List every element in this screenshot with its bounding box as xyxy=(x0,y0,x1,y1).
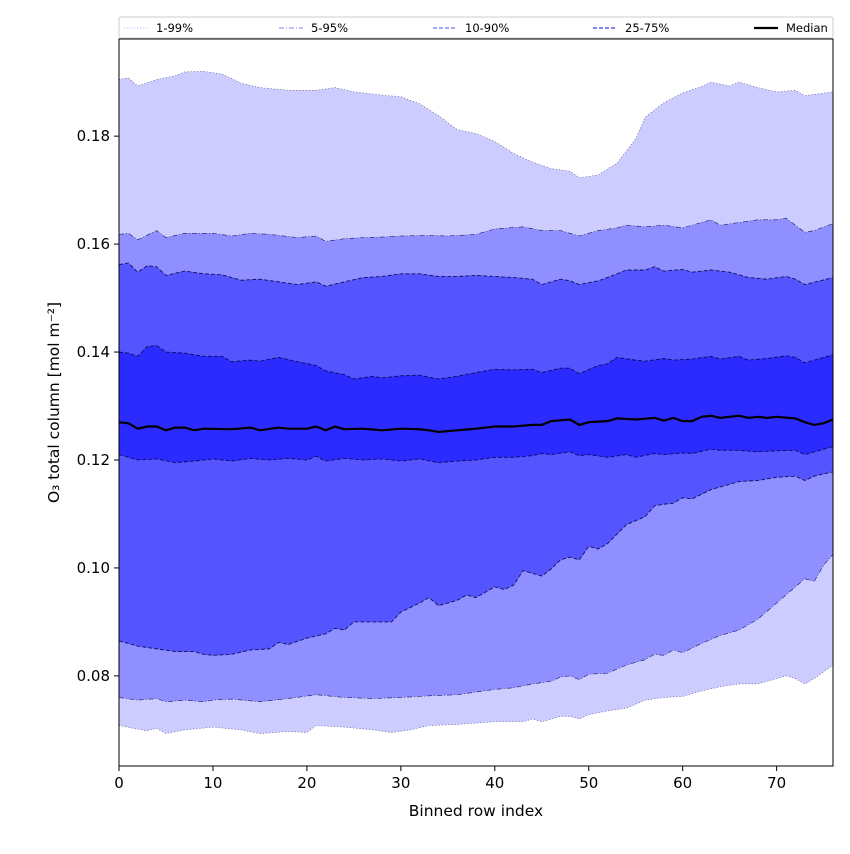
x-tick-label: 0 xyxy=(114,774,124,792)
y-tick-label: 0.12 xyxy=(77,451,110,469)
band-upper-edge xyxy=(118,262,834,287)
x-tick-label: 40 xyxy=(485,774,504,792)
y-tick-label: 0.10 xyxy=(77,559,110,577)
legend-label: 10-90% xyxy=(465,21,509,35)
plot-frame xyxy=(118,38,834,767)
legend-label: 25-75% xyxy=(625,21,669,35)
y-tick-label: 0.16 xyxy=(77,235,110,253)
legend: 1-99% 5-95% 10-90% 25-75% Median xyxy=(118,16,834,39)
band-upper-edge xyxy=(118,345,834,380)
x-axis: 0 10 20 30 40 50 60 70 xyxy=(114,766,786,792)
x-tick-label: 60 xyxy=(673,774,692,792)
legend-label: 1-99% xyxy=(156,21,193,35)
median-line xyxy=(118,414,834,434)
x-tick-label: 10 xyxy=(203,774,222,792)
band-lower-edge xyxy=(118,664,834,734)
y-tick-label: 0.08 xyxy=(77,667,110,685)
legend-label: 5-95% xyxy=(311,21,348,35)
y-tick-label: 0.14 xyxy=(77,343,110,361)
band-lower-edge xyxy=(118,446,834,464)
band-25-75pct xyxy=(119,345,833,463)
legend-label: Median xyxy=(786,21,828,35)
x-tick-label: 20 xyxy=(297,774,316,792)
band-lower-edge xyxy=(118,554,834,703)
y-axis: 0.08 0.10 0.12 0.14 0.16 0.18 xyxy=(77,127,119,685)
band-upper-edge xyxy=(118,71,834,179)
plot-area xyxy=(118,38,834,767)
x-tick-label: 50 xyxy=(579,774,598,792)
y-axis-label: O₃ total column [mol m⁻²] xyxy=(45,302,63,503)
x-tick-label: 30 xyxy=(391,774,410,792)
legend-frame xyxy=(118,16,834,39)
x-tick-label: 70 xyxy=(767,774,786,792)
band-lower-edge xyxy=(118,471,834,656)
x-axis-label: Binned row index xyxy=(409,802,543,820)
y-tick-label: 0.18 xyxy=(77,127,110,145)
